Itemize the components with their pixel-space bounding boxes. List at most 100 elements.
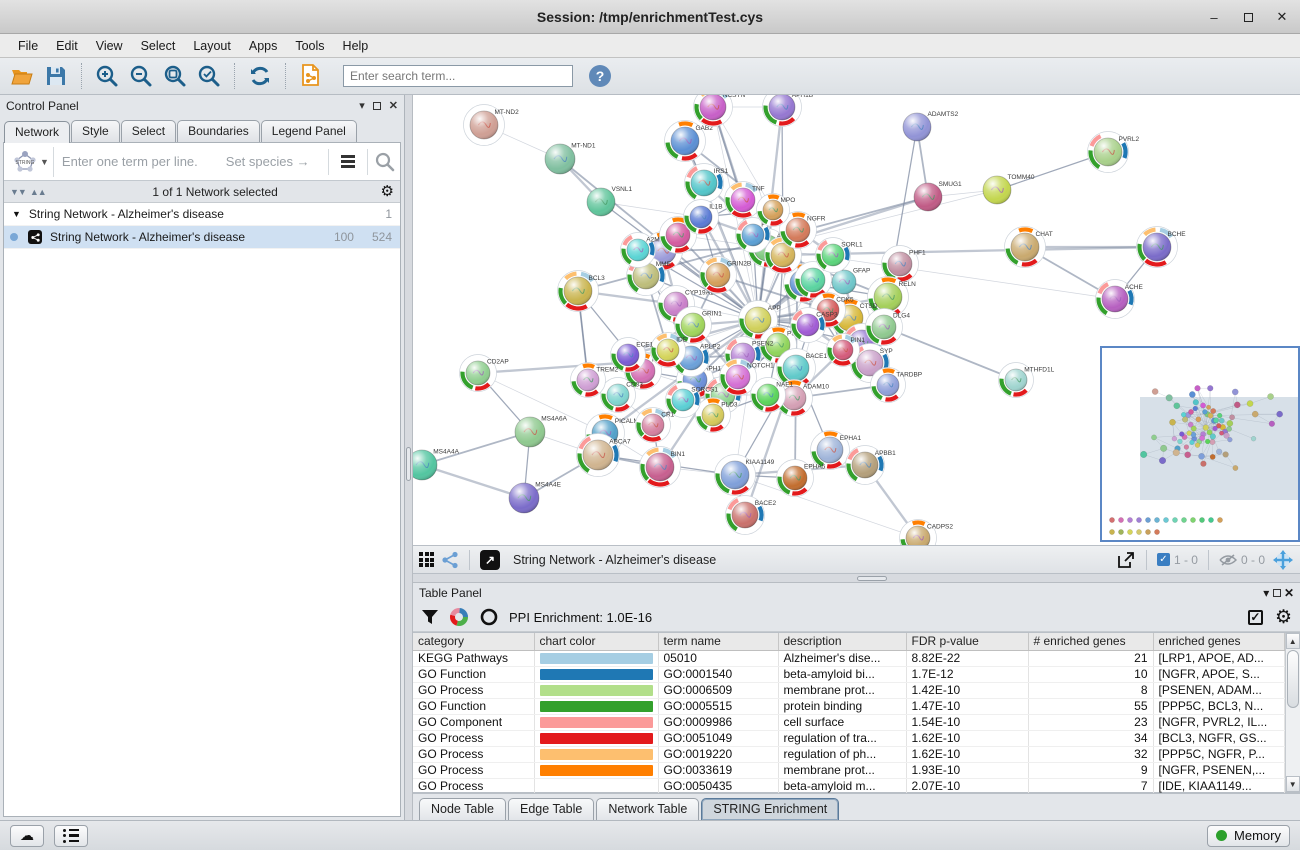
network-node[interactable]: GAB2 (664, 120, 714, 162)
table-row[interactable]: GO Function GO:0005515 protein binding 1.47… (413, 698, 1285, 715)
network-node[interactable]: SYP (850, 343, 893, 383)
panel-close-icon[interactable]: ✕ (1283, 586, 1294, 600)
network-node[interactable]: TOMM40 (982, 174, 1035, 205)
tab-string-enrichment[interactable]: STRING Enrichment (701, 798, 840, 820)
table-row[interactable]: GO Process GO:0033619 membrane prot... 1.93… (413, 762, 1285, 779)
scroll-down-icon[interactable]: ▼ (1285, 776, 1300, 792)
select-columns-icon[interactable]: ✓ (1247, 609, 1263, 625)
column-header[interactable]: # enriched genes (1028, 633, 1154, 651)
menu-layout[interactable]: Layout (193, 38, 231, 53)
menu-help[interactable]: Help (342, 38, 369, 53)
network-collection-row[interactable]: ▼ String Network - Alzheimer's disease 1 (4, 203, 400, 226)
network-node[interactable]: BACE2 (725, 495, 777, 535)
network-node[interactable]: GFAP (831, 268, 870, 295)
network-node[interactable]: BCHE (1136, 226, 1187, 268)
network-node[interactable]: ABCA7 (576, 433, 631, 477)
network-node[interactable]: CHAT (1004, 226, 1053, 268)
column-header[interactable]: FDR p-value (906, 633, 1029, 651)
network-row-selected[interactable]: String Network - Alzheimer's disease 100… (4, 226, 400, 249)
network-node[interactable]: DLG4 (865, 308, 911, 346)
table-row[interactable]: GO Process GO:0050435 beta-amyloid m... 2.0… (413, 778, 1285, 795)
network-node[interactable]: MS4A6A (514, 415, 568, 448)
column-header[interactable]: enriched genes (1153, 633, 1285, 651)
zoom-fit-icon[interactable] (161, 62, 189, 90)
table-row[interactable]: GO Component GO:0009986 cell surface 1.54E-… (413, 714, 1285, 731)
hidden-nodes-counter[interactable]: 0 - 0 (1219, 553, 1265, 567)
navigate-compass-icon[interactable] (1272, 549, 1294, 571)
pie-chart-icon[interactable] (449, 607, 469, 627)
export-network-icon[interactable] (1116, 550, 1136, 570)
network-node[interactable]: MPO (756, 193, 796, 227)
table-row[interactable]: GO Function GO:0001540 beta-amyloid bi... 1… (413, 666, 1285, 683)
tab-style[interactable]: Style (71, 120, 120, 142)
tab-boundaries[interactable]: Boundaries (177, 120, 260, 142)
table-row[interactable]: GO Process GO:0051049 regulation of tra...… (413, 730, 1285, 747)
network-node[interactable]: ADAMTS2 (902, 111, 959, 142)
network-node[interactable]: CADPS2 (899, 519, 954, 546)
network-node[interactable]: NOTCH1 (719, 358, 775, 396)
network-node[interactable]: SORL1 (815, 237, 863, 273)
network-node[interactable]: NCSTN (693, 95, 746, 127)
column-header[interactable]: chart color (534, 633, 659, 651)
network-node[interactable]: SMUG1 (913, 181, 962, 212)
refresh-icon[interactable] (246, 62, 274, 90)
network-node[interactable]: APBB1 (845, 445, 897, 485)
tab-legend-panel[interactable]: Legend Panel (260, 120, 357, 142)
column-header[interactable]: term name (658, 633, 779, 651)
table-row[interactable]: GO Process GO:0019220 regulation of ph... 1… (413, 746, 1285, 763)
network-node[interactable]: NGFR (779, 211, 826, 249)
scroll-thumb[interactable] (1286, 650, 1299, 708)
cloud-tasks-button[interactable]: ☁ (10, 824, 44, 847)
open-in-string-icon[interactable]: ↗ (480, 549, 500, 570)
tab-network-table[interactable]: Network Table (596, 798, 700, 820)
set-species-hint[interactable]: Set species → (225, 154, 310, 169)
network-node[interactable]: CASP3 (790, 307, 838, 343)
network-node[interactable]: MTHFD1L (998, 362, 1055, 398)
network-node[interactable]: MS4A4E (508, 481, 562, 514)
import-network-icon[interactable] (297, 62, 325, 90)
network-node[interactable]: SORCS1 (665, 382, 719, 418)
panel-splitter[interactable] (405, 95, 413, 820)
collapse-all-icon[interactable]: ▼▼ (10, 186, 27, 197)
network-node[interactable]: FYN (735, 217, 775, 253)
network-node[interactable]: A2M (620, 232, 660, 268)
network-node[interactable]: PHF1 (881, 245, 927, 283)
column-header[interactable]: description (778, 633, 907, 651)
table-scrollbar[interactable]: ▲ ▼ (1284, 633, 1300, 792)
menu-select[interactable]: Select (140, 38, 176, 53)
tab-network[interactable]: Network (4, 121, 71, 143)
memory-button[interactable]: Memory (1207, 824, 1290, 847)
column-header[interactable]: category (413, 633, 535, 651)
network-node[interactable]: ACHE (1095, 279, 1144, 319)
string-search-icon[interactable] (374, 151, 396, 173)
menu-view[interactable]: View (95, 38, 123, 53)
zoom-in-icon[interactable] (93, 62, 121, 90)
string-query-placeholder[interactable]: Enter one term per line. (61, 154, 198, 169)
grid-view-icon[interactable] (419, 552, 434, 567)
task-history-button[interactable] (54, 824, 88, 847)
save-session-button[interactable] (42, 62, 70, 90)
network-node[interactable]: EPHA5 (776, 459, 826, 497)
birds-eye-view[interactable] (1100, 346, 1300, 542)
menu-edit[interactable]: Edit (56, 38, 78, 53)
close-icon[interactable]: ✕ (1276, 9, 1288, 24)
filter-icon[interactable] (421, 608, 439, 626)
network-node[interactable]: IL1B (683, 199, 723, 235)
network-node[interactable]: MME (626, 256, 672, 296)
network-node[interactable]: BACE1 (776, 348, 828, 388)
string-options-icon[interactable] (335, 155, 361, 168)
network-options-gear-icon[interactable]: ⚙ (380, 183, 394, 200)
ring-chart-icon[interactable] (479, 607, 499, 627)
zoom-selected-icon[interactable] (195, 62, 223, 90)
zoom-out-icon[interactable] (127, 62, 155, 90)
network-node[interactable]: BCL3 (557, 270, 606, 312)
panel-menu-icon[interactable]: ▾ (359, 100, 365, 112)
network-node[interactable]: CD2AP (459, 354, 509, 392)
network-node[interactable]: PLD3 (695, 397, 738, 433)
share-network-icon[interactable] (441, 551, 459, 569)
network-node[interactable]: MS4A4A (413, 448, 460, 481)
network-node[interactable]: TARDBP (870, 367, 923, 403)
network-node[interactable]: TNF (724, 181, 765, 219)
network-node[interactable]: CR1 (635, 407, 675, 443)
network-node[interactable]: PVRL2 (1087, 131, 1140, 173)
